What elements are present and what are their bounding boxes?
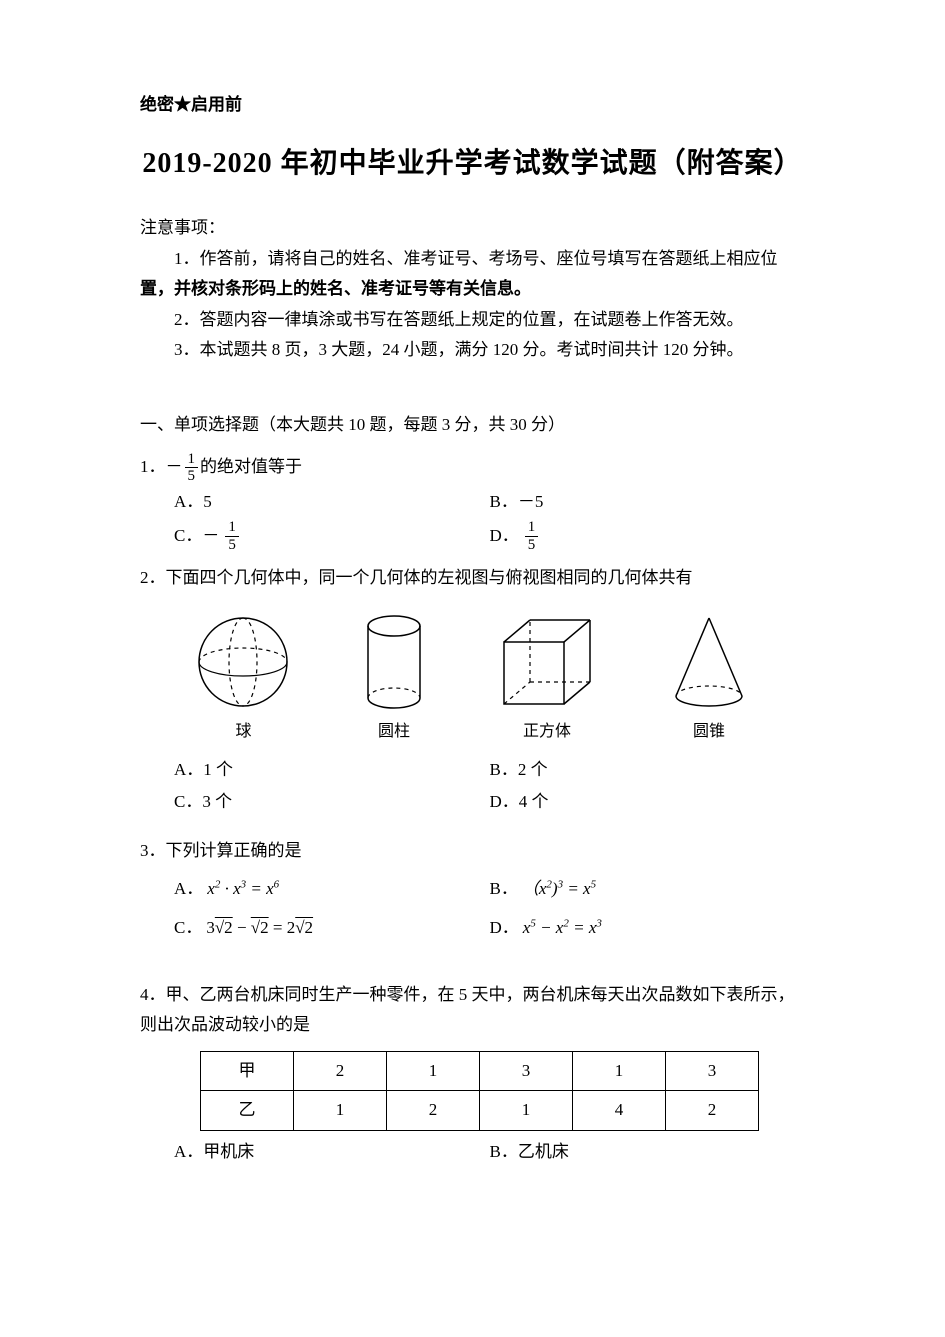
q3-options-row-2: C． 3√2 − √2 = 2√2 D． x5 − x2 = x3 bbox=[174, 913, 805, 944]
notice-item-2: 2．答题内容一律填涂或书写在答题纸上规定的位置，在试题卷上作答无效。 bbox=[140, 305, 805, 336]
q1-stem: 1．－ 1 5 的绝对值等于 bbox=[140, 451, 805, 485]
q1-c-den: 5 bbox=[225, 537, 239, 554]
q1-fraction: 1 5 bbox=[185, 451, 199, 485]
q4-table: 甲 2 1 3 1 3 乙 1 2 1 4 2 bbox=[200, 1051, 805, 1131]
q3-options-row-1: A． x2 · x3 = x6 B． （x2)3 = x5 bbox=[174, 874, 805, 905]
q1-c-frac: 1 5 bbox=[225, 519, 239, 553]
r1c5: 3 bbox=[666, 1051, 759, 1091]
q1-stem-suffix: 的绝对值等于 bbox=[200, 452, 302, 483]
r1c4: 1 bbox=[573, 1051, 666, 1091]
r1c1: 2 bbox=[294, 1051, 387, 1091]
r2c1: 1 bbox=[294, 1091, 387, 1131]
cube-icon bbox=[492, 612, 602, 712]
q1-d-num: 1 bbox=[525, 519, 539, 537]
table-row-jia: 甲 2 1 3 1 3 bbox=[201, 1051, 759, 1091]
q3-c-pre: C． bbox=[174, 913, 202, 944]
q1-d-frac: 1 5 bbox=[525, 519, 539, 553]
row1-label: 甲 bbox=[201, 1051, 294, 1091]
q2-option-b: B．2 个 bbox=[490, 755, 806, 786]
q1-c-num: 1 bbox=[225, 519, 239, 537]
q3-b-math: （x2)3 = x5 bbox=[522, 874, 596, 905]
sphere-label: 球 bbox=[235, 718, 251, 747]
q1-option-c: C．－ 1 5 bbox=[174, 519, 490, 553]
notice-heading: 注意事项： bbox=[140, 213, 805, 244]
q3-a-pre: A． bbox=[174, 874, 203, 905]
q3-d-math: x5 − x2 = x3 bbox=[523, 913, 602, 944]
question-1: 1．－ 1 5 的绝对值等于 A．5 B．－5 C．－ 1 5 D． 1 bbox=[140, 451, 805, 554]
table-row-yi: 乙 1 2 1 4 2 bbox=[201, 1091, 759, 1131]
q2-option-a: A．1 个 bbox=[174, 755, 490, 786]
shape-cone: 圆锥 bbox=[664, 612, 754, 747]
q3-option-c: C． 3√2 − √2 = 2√2 bbox=[174, 913, 490, 944]
cylinder-label: 圆柱 bbox=[378, 718, 410, 747]
confidential-label: 绝密★启用前 bbox=[140, 90, 805, 121]
q3-a-math: x2 · x3 = x6 bbox=[207, 874, 279, 905]
q1-frac-den: 5 bbox=[185, 468, 199, 485]
q2-options-row-2: C．3 个 D．4 个 bbox=[174, 787, 805, 818]
q2-shapes: 球 圆柱 bbox=[160, 612, 785, 747]
r2c3: 1 bbox=[480, 1091, 573, 1131]
q3-b-pre: B． bbox=[490, 874, 518, 905]
q2-options-row-1: A．1 个 B．2 个 bbox=[174, 755, 805, 786]
r1c3: 3 bbox=[480, 1051, 573, 1091]
cylinder-icon bbox=[358, 612, 430, 712]
question-2: 2．下面四个几何体中，同一个几何体的左视图与俯视图相同的几何体共有 球 bbox=[140, 563, 805, 818]
cone-label: 圆锥 bbox=[693, 718, 725, 747]
q3-option-d: D． x5 − x2 = x3 bbox=[490, 913, 806, 944]
q2-option-c: C．3 个 bbox=[174, 787, 490, 818]
q1-option-a: A．5 bbox=[174, 487, 490, 518]
r2c5: 2 bbox=[666, 1091, 759, 1131]
q4-option-b: B．乙机床 bbox=[490, 1137, 806, 1168]
q1-options-row-2: C．－ 1 5 D． 1 5 bbox=[174, 519, 805, 553]
q3-stem: 3．下列计算正确的是 bbox=[140, 836, 805, 867]
sphere-icon bbox=[191, 612, 296, 712]
notice-item-3: 3．本试题共 8 页，3 大题，24 小题，满分 120 分。考试时间共计 12… bbox=[140, 335, 805, 366]
q3-option-a: A． x2 · x3 = x6 bbox=[174, 874, 490, 905]
question-4: 4．甲、乙两台机床同时生产一种零件，在 5 天中，两台机床每天出次品数如下表所示… bbox=[140, 980, 805, 1168]
r1c2: 1 bbox=[387, 1051, 480, 1091]
exam-title: 2019-2020 年初中毕业升学考试数学试题（附答案） bbox=[140, 139, 805, 189]
question-3: 3．下列计算正确的是 A． x2 · x3 = x6 B． （x2)3 = x5… bbox=[140, 836, 805, 944]
q2-option-d: D．4 个 bbox=[490, 787, 806, 818]
r2c2: 2 bbox=[387, 1091, 480, 1131]
notice-item-1-text: 1．作答前，请将自己的姓名、准考证号、考场号、座位号填写在答题纸上相应位 bbox=[174, 249, 778, 268]
notice-item-1-cont: 置，并核对条形码上的姓名、准考证号等有关信息。 bbox=[140, 274, 805, 305]
q4-options-row: A．甲机床 B．乙机床 bbox=[174, 1137, 805, 1168]
q1-frac-num: 1 bbox=[185, 451, 199, 469]
q1-option-d: D． 1 5 bbox=[490, 519, 806, 553]
q1-d-pre: D． bbox=[490, 521, 519, 552]
q2-stem: 2．下面四个几何体中，同一个几何体的左视图与俯视图相同的几何体共有 bbox=[140, 563, 805, 594]
q4-stem: 4．甲、乙两台机床同时生产一种零件，在 5 天中，两台机床每天出次品数如下表所示… bbox=[140, 980, 805, 1041]
shape-sphere: 球 bbox=[191, 612, 296, 747]
defect-table: 甲 2 1 3 1 3 乙 1 2 1 4 2 bbox=[200, 1051, 759, 1131]
q3-option-b: B． （x2)3 = x5 bbox=[490, 874, 806, 905]
q1-option-b: B．－5 bbox=[490, 487, 806, 518]
shape-cube: 正方体 bbox=[492, 612, 602, 747]
q3-d-pre: D． bbox=[490, 913, 519, 944]
cone-icon bbox=[664, 612, 754, 712]
q3-c-math: 3√2 − √2 = 2√2 bbox=[206, 913, 313, 944]
notice-item-1: 1．作答前，请将自己的姓名、准考证号、考场号、座位号填写在答题纸上相应位 bbox=[140, 244, 805, 275]
q1-c-pre: C．－ bbox=[174, 521, 219, 552]
section-1-heading: 一、单项选择题（本大题共 10 题，每题 3 分，共 30 分） bbox=[140, 410, 805, 441]
q1-stem-prefix: 1．－ bbox=[140, 452, 183, 483]
exam-page: 绝密★启用前 2019-2020 年初中毕业升学考试数学试题（附答案） 注意事项… bbox=[0, 0, 945, 1337]
cube-label: 正方体 bbox=[523, 718, 571, 747]
q1-options-row-1: A．5 B．－5 bbox=[174, 487, 805, 518]
q4-option-a: A．甲机床 bbox=[174, 1137, 490, 1168]
row2-label: 乙 bbox=[201, 1091, 294, 1131]
r2c4: 4 bbox=[573, 1091, 666, 1131]
q1-d-den: 5 bbox=[525, 537, 539, 554]
shape-cylinder: 圆柱 bbox=[358, 612, 430, 747]
